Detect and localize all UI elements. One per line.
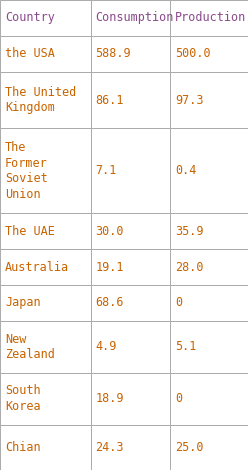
Text: Australia: Australia [5, 260, 69, 274]
Text: 500.0: 500.0 [175, 47, 211, 60]
Bar [170, 285, 248, 321]
Text: 18.9: 18.9 [95, 392, 124, 405]
Bar [91, 213, 170, 249]
Bar [0, 0, 91, 36]
Bar [0, 321, 91, 373]
Bar [0, 425, 91, 470]
Text: The UAE: The UAE [5, 225, 55, 238]
Text: 30.0: 30.0 [95, 225, 124, 238]
Text: 5.1: 5.1 [175, 340, 196, 353]
Bar [91, 72, 170, 128]
Text: 24.3: 24.3 [95, 441, 124, 454]
Bar [170, 0, 248, 36]
Text: 97.3: 97.3 [175, 94, 203, 107]
Text: 25.0: 25.0 [175, 441, 203, 454]
Bar [0, 285, 91, 321]
Text: The
Former
Soviet
Union: The Former Soviet Union [5, 141, 48, 201]
Bar [91, 249, 170, 285]
Text: 0: 0 [175, 392, 182, 405]
Text: 28.0: 28.0 [175, 260, 203, 274]
Bar [0, 373, 91, 425]
Text: 588.9: 588.9 [95, 47, 131, 60]
Bar [170, 72, 248, 128]
Bar [170, 128, 248, 213]
Text: 7.1: 7.1 [95, 164, 117, 177]
Bar [91, 373, 170, 425]
Text: 0: 0 [175, 297, 182, 309]
Text: the USA: the USA [5, 47, 55, 60]
Bar [0, 128, 91, 213]
Text: 86.1: 86.1 [95, 94, 124, 107]
Bar [170, 249, 248, 285]
Bar [91, 285, 170, 321]
Text: 19.1: 19.1 [95, 260, 124, 274]
Bar [170, 425, 248, 470]
Text: Production: Production [175, 11, 246, 24]
Bar [0, 213, 91, 249]
Bar [0, 36, 91, 72]
Bar [91, 36, 170, 72]
Text: New
Zealand: New Zealand [5, 333, 55, 361]
Text: Consumption: Consumption [95, 11, 174, 24]
Bar [91, 425, 170, 470]
Text: Japan: Japan [5, 297, 41, 309]
Text: 68.6: 68.6 [95, 297, 124, 309]
Bar [91, 321, 170, 373]
Text: Country: Country [5, 11, 55, 24]
Bar [170, 373, 248, 425]
Text: 4.9: 4.9 [95, 340, 117, 353]
Bar [170, 213, 248, 249]
Bar [170, 36, 248, 72]
Text: The United
Kingdom: The United Kingdom [5, 86, 76, 114]
Text: 0.4: 0.4 [175, 164, 196, 177]
Text: South
Korea: South Korea [5, 384, 41, 413]
Bar [0, 249, 91, 285]
Text: 35.9: 35.9 [175, 225, 203, 238]
Bar [91, 128, 170, 213]
Bar [170, 321, 248, 373]
Bar [0, 72, 91, 128]
Bar [91, 0, 170, 36]
Text: Chian: Chian [5, 441, 41, 454]
